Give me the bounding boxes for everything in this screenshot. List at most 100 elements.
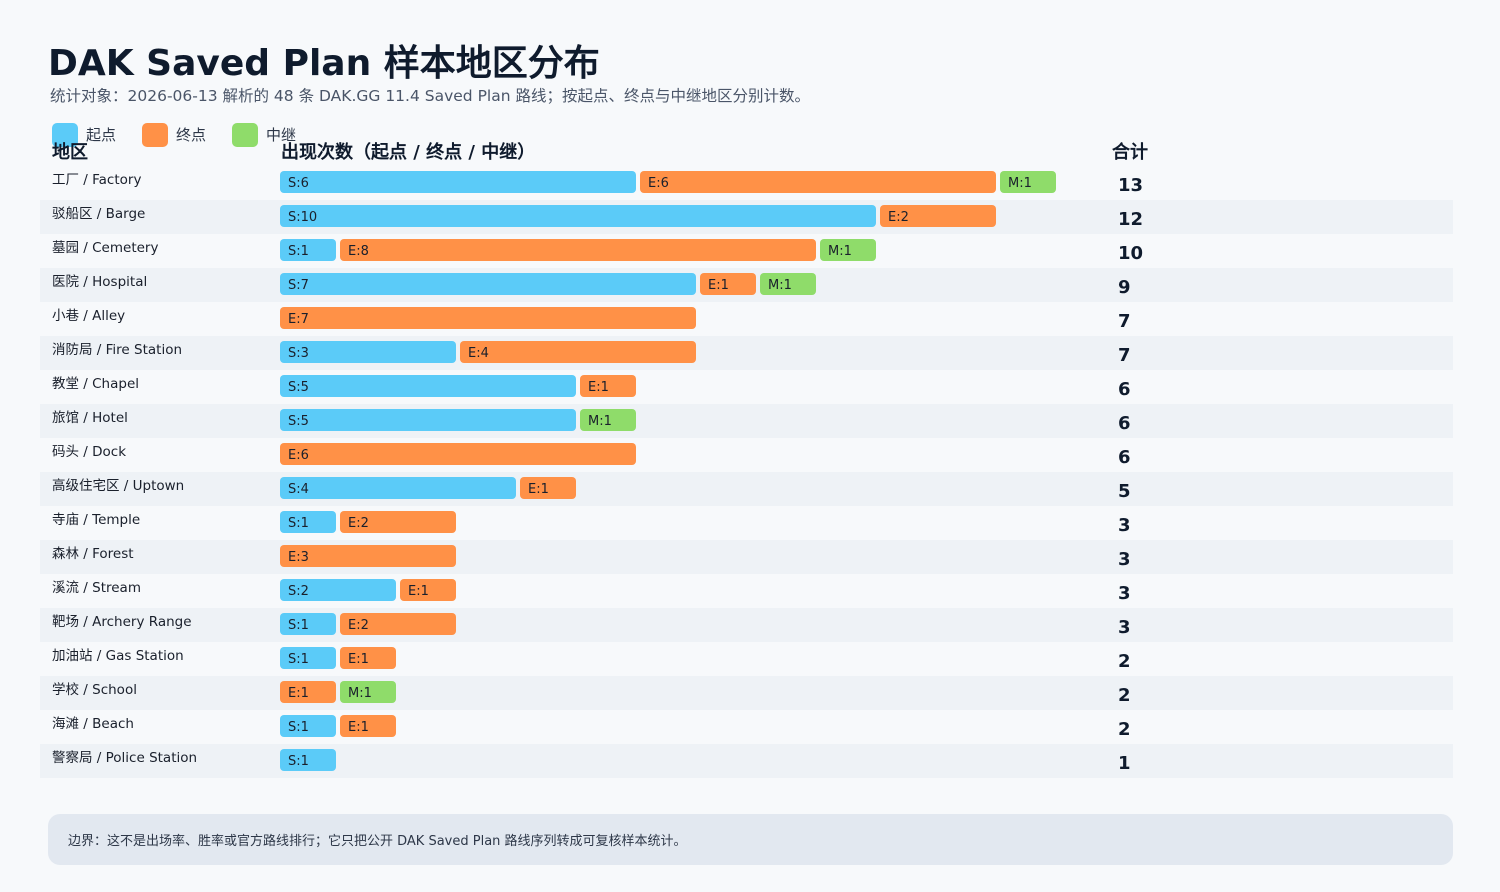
page-subtitle: 统计对象：2026-06-13 解析的 48 条 DAK.GG 11.4 Sav… (50, 87, 810, 105)
legend-item-mid: 中继 (232, 123, 296, 147)
bar-label-start: S:1 (288, 720, 309, 735)
row-band (40, 404, 1453, 438)
row-label: 寺庙 / Temple (52, 512, 140, 528)
bar-label-start: S:2 (288, 584, 309, 599)
bar-label-start: S:1 (288, 618, 309, 633)
bar-label-mid: M:1 (828, 244, 852, 259)
bar-label-end: E:1 (348, 652, 369, 667)
bar-end (340, 239, 816, 261)
bar-end (400, 579, 456, 601)
row-label: 驳船区 / Barge (52, 206, 145, 222)
bar-label-end: E:1 (588, 380, 609, 395)
row-total: 13 (1118, 175, 1143, 196)
row-total: 7 (1118, 311, 1131, 332)
bar-end (520, 477, 576, 499)
bar-start (280, 613, 336, 635)
row-label: 小巷 / Alley (52, 308, 125, 324)
row-total: 3 (1118, 583, 1131, 604)
bar-end (460, 341, 696, 363)
row-label: 医院 / Hospital (52, 274, 147, 290)
bar-start (280, 171, 636, 193)
bar-label-mid: M:1 (348, 686, 372, 701)
bar-start (280, 477, 516, 499)
bar-start (280, 375, 576, 397)
bar-label-start: S:1 (288, 244, 309, 259)
bar-label-end: E:7 (288, 312, 309, 327)
bar-mid (580, 409, 636, 431)
bar-label-end: E:2 (348, 618, 369, 633)
legend-swatch-end (142, 123, 169, 147)
bar-label-start: S:10 (288, 210, 317, 225)
bar-start (280, 715, 336, 737)
row-total: 2 (1118, 651, 1131, 672)
row-band (40, 676, 1453, 710)
bar-start (280, 749, 336, 771)
row-label: 教堂 / Chapel (52, 376, 139, 392)
bar-end (340, 511, 456, 533)
row-total: 5 (1118, 481, 1131, 502)
row-label: 高级住宅区 / Uptown (52, 477, 184, 494)
row-label: 森林 / Forest (52, 546, 134, 562)
bar-label-end: E:1 (288, 686, 309, 701)
row-total: 6 (1118, 447, 1131, 468)
bar-start (280, 239, 336, 261)
bar-end (280, 307, 696, 329)
row-label: 消防局 / Fire Station (52, 342, 182, 358)
row-band (40, 608, 1453, 642)
footer-note: 边界：这不是出场率、胜率或官方路线排行；它只把公开 DAK Saved Plan… (68, 834, 687, 849)
legend-swatch-mid (232, 123, 259, 147)
legend-label-mid: 中继 (266, 125, 297, 144)
bar-end (340, 647, 396, 669)
bar-start (280, 647, 336, 669)
legend-label-start: 起点 (86, 125, 117, 144)
column-header-total: 合计 (1112, 142, 1148, 163)
bar-start (280, 409, 576, 431)
legend-item-end: 终点 (142, 123, 206, 147)
row-label: 溪流 / Stream (52, 580, 141, 596)
bar-label-start: S:7 (288, 278, 309, 293)
row-label: 学校 / School (52, 681, 137, 698)
bar-mid (340, 681, 396, 703)
legend-label-end: 终点 (176, 125, 207, 144)
row-total: 9 (1118, 277, 1131, 298)
bar-label-start: S:1 (288, 652, 309, 667)
bar-end (580, 375, 636, 397)
bar-label-end: E:3 (288, 550, 309, 565)
bar-label-end: E:2 (348, 516, 369, 531)
bar-label-start: S:1 (288, 516, 309, 531)
bar-label-start: S:4 (288, 482, 309, 497)
bar-label-start: S:6 (288, 176, 309, 191)
row-total: 7 (1118, 345, 1131, 366)
row-total: 1 (1118, 753, 1131, 774)
row-total: 2 (1118, 685, 1131, 706)
row-total: 3 (1118, 515, 1131, 536)
bar-label-mid: M:1 (768, 278, 792, 293)
legend-swatch-start (52, 123, 78, 147)
row-total: 12 (1118, 209, 1143, 230)
bar-mid (760, 273, 816, 295)
row-label: 警察局 / Police Station (52, 749, 197, 766)
bar-label-end: E:1 (348, 720, 369, 735)
legend: 起点 终点 中继 (52, 122, 322, 148)
bar-label-start: S:5 (288, 380, 309, 395)
row-total: 3 (1118, 617, 1131, 638)
row-band (40, 472, 1453, 506)
bar-start (280, 579, 396, 601)
bar-end (280, 443, 636, 465)
bar-end (340, 715, 396, 737)
row-label: 码头 / Dock (52, 444, 126, 460)
row-label: 工厂 / Factory (52, 172, 141, 188)
bar-end (280, 681, 336, 703)
row-label: 墓园 / Cemetery (52, 240, 158, 256)
bar-label-mid: M:1 (1008, 176, 1032, 191)
row-total: 3 (1118, 549, 1131, 570)
page-title: DAK Saved Plan 样本地区分布 (48, 43, 600, 84)
bar-label-start: S:5 (288, 414, 309, 429)
bar-label-end: E:2 (888, 210, 909, 225)
bar-label-mid: M:1 (588, 414, 612, 429)
footer-note-box: 边界：这不是出场率、胜率或官方路线排行；它只把公开 DAK Saved Plan… (48, 814, 1453, 865)
row-band (40, 744, 1453, 778)
bar-end (280, 545, 456, 567)
bar-label-end: E:6 (648, 176, 669, 191)
